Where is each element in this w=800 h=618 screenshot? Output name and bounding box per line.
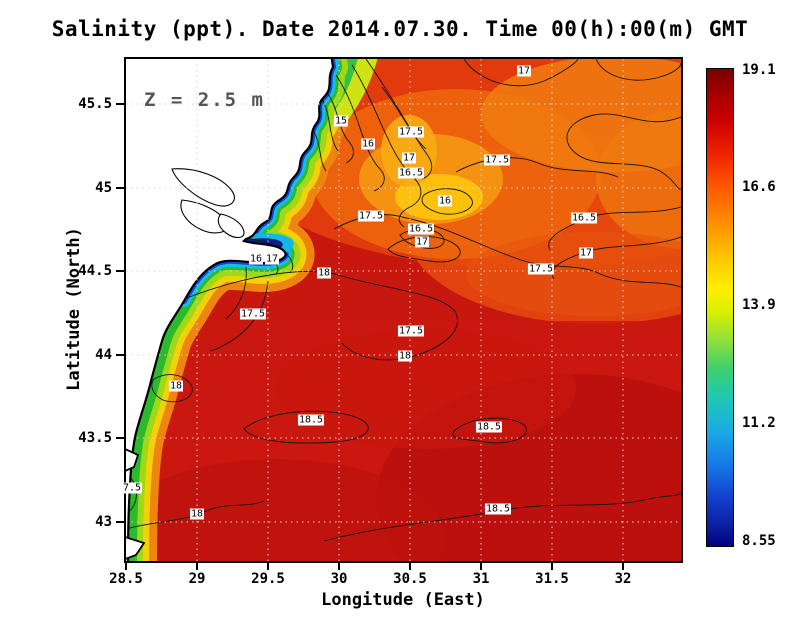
contour-label: 18 [168, 380, 184, 392]
x-tick-mark [196, 563, 198, 570]
filled-field [126, 59, 681, 561]
x-tick-label: 29.5 [251, 571, 285, 587]
contour-label: 17.5 [527, 263, 555, 275]
contour-label: 17.5 [397, 126, 425, 138]
y-tick-mark [116, 270, 124, 272]
contour-label: 7.5 [121, 482, 143, 494]
x-tick-label: 28.5 [109, 571, 143, 587]
x-tick-mark [551, 563, 553, 570]
x-tick-label: 31 [472, 571, 490, 587]
contour-label: 17 [264, 253, 280, 265]
y-tick-mark [116, 103, 124, 105]
y-tick-label: 44.5 [78, 263, 112, 279]
contour-label: 17 [578, 247, 594, 259]
colorbar-tick-label: 11.2 [742, 415, 776, 431]
contour-label: 18 [397, 350, 413, 362]
colorbar-tick-label: 16.6 [742, 179, 776, 195]
colorbar-gradient [706, 68, 734, 547]
contour-label: 18.5 [484, 503, 512, 515]
y-tick-mark [116, 521, 124, 523]
colorbar-tick-label: 19.1 [742, 62, 776, 78]
colorbar-tick-label: 8.55 [742, 533, 776, 549]
contour-label: 18 [189, 508, 205, 520]
contour-label: 16 [437, 195, 453, 207]
x-tick-mark [480, 563, 482, 570]
contour-label: 16.5 [407, 223, 435, 235]
contour-label: 17.5 [239, 308, 267, 320]
contour-label: 16 [360, 138, 376, 150]
y-tick-label: 43 [95, 514, 112, 530]
y-axis-title: Latitude (North) [64, 227, 84, 391]
land-coastline [126, 59, 335, 561]
x-tick-label: 29 [188, 571, 206, 587]
y-tick-label: 43.5 [78, 430, 112, 446]
contour-label: 17 [516, 65, 532, 77]
x-tick-label: 31.5 [535, 571, 569, 587]
y-tick-mark [116, 187, 124, 189]
contour-label: 18.5 [297, 414, 325, 426]
x-axis-title: Longitude (East) [321, 590, 485, 610]
contour-label: 18 [316, 267, 332, 279]
depth-annotation: Z = 2.5 m [144, 89, 265, 111]
y-tick-label: 45.5 [78, 96, 112, 112]
contour-label: 17.5 [397, 325, 425, 337]
figure-title: Salinity (ppt). Date 2014.07.30. Time 00… [51, 17, 749, 41]
contour-label: 17.5 [483, 154, 511, 166]
contour-label: 16.5 [397, 167, 425, 179]
colorbar-tick-label: 13.9 [742, 297, 776, 313]
contour-label: 16 [248, 253, 264, 265]
x-tick-label: 32 [614, 571, 632, 587]
x-tick-mark [338, 563, 340, 570]
x-tick-mark [125, 563, 127, 570]
y-tick-label: 45 [95, 180, 112, 196]
salinity-contour-field [126, 59, 681, 561]
x-tick-label: 30.5 [393, 571, 427, 587]
y-tick-mark [116, 354, 124, 356]
x-tick-mark [267, 563, 269, 570]
contour-label: 17 [401, 152, 417, 164]
x-tick-mark [409, 563, 411, 570]
contour-label: 17 [414, 236, 430, 248]
x-tick-label: 30 [330, 571, 348, 587]
contour-label: 16.5 [570, 212, 598, 224]
plot-area: Z = 2.5 m 17 15 16 17.5 17 16.5 17.5 16 … [121, 57, 683, 563]
y-tick-label: 44 [95, 347, 112, 363]
contour-label: 17.5 [357, 210, 385, 222]
y-tick-mark [116, 437, 124, 439]
x-tick-mark [622, 563, 624, 570]
contour-label: 18.5 [475, 421, 503, 433]
contour-label: 15 [333, 115, 349, 127]
